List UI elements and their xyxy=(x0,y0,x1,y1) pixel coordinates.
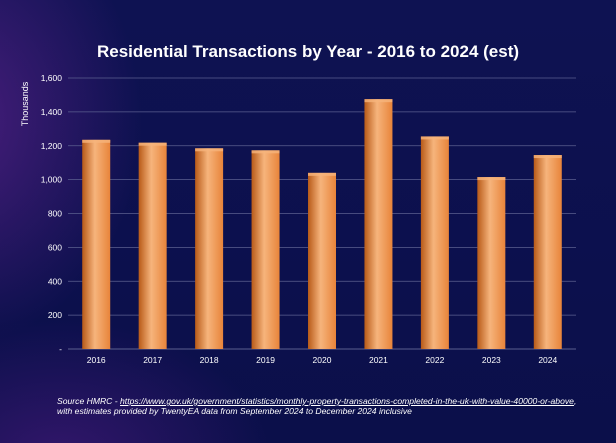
bar-cap xyxy=(138,142,167,146)
y-tick-label: 800 xyxy=(48,209,62,219)
y-tick-label: 600 xyxy=(48,242,62,252)
source-note: Source HMRC - https://www.gov.uk/governm… xyxy=(57,396,577,416)
x-tick-label: 2016 xyxy=(87,355,106,365)
bar-2020 xyxy=(308,172,336,349)
y-tick-label: 1,000 xyxy=(41,175,63,185)
bar-2023 xyxy=(477,177,506,349)
bar-2022 xyxy=(420,136,449,349)
y-axis-label: Thousands xyxy=(20,81,30,126)
bar-cap xyxy=(82,139,111,143)
bar-2017 xyxy=(138,142,167,349)
y-tick-label: 1,400 xyxy=(41,107,63,117)
source-suffix: , with estimates provided by TwentyEA da… xyxy=(57,396,577,416)
x-tick-label: 2017 xyxy=(143,355,162,365)
y-tick-label: 400 xyxy=(48,276,62,286)
bar-cap xyxy=(308,172,336,176)
bar-cap xyxy=(533,155,562,159)
y-tick-label: 1,200 xyxy=(41,141,63,151)
source-prefix: Source HMRC - xyxy=(57,396,121,406)
bar-cap xyxy=(364,99,393,103)
source-link[interactable]: https://www.gov.uk/government/statistics… xyxy=(120,396,574,406)
y-tick-label: 200 xyxy=(48,310,62,320)
x-tick-label: 2018 xyxy=(200,355,219,365)
bar-2016 xyxy=(82,139,111,349)
bar-2019 xyxy=(251,150,280,349)
x-tick-label: 2019 xyxy=(256,355,275,365)
bar-cap xyxy=(477,177,506,181)
y-tick-label: 1,600 xyxy=(41,73,63,83)
x-tick-label: 2020 xyxy=(313,355,332,365)
x-axis-tick-labels: 2016 2017 2018 2019 2020 2021 2022 2023 2024 xyxy=(87,355,558,365)
x-tick-label: 2022 xyxy=(425,355,444,365)
bar-cap xyxy=(251,150,280,154)
x-tick-label: 2024 xyxy=(538,355,557,365)
bars xyxy=(82,99,562,349)
bar-2024 xyxy=(533,155,562,349)
bar-cap xyxy=(420,136,449,140)
bar-cap xyxy=(195,148,224,152)
chart-title: Residential Transactions by Year - 2016 … xyxy=(96,42,520,61)
bar-2018 xyxy=(195,148,224,349)
x-tick-label: 2023 xyxy=(482,355,501,365)
bar-2021 xyxy=(364,99,393,349)
y-tick-label: - xyxy=(59,344,62,354)
x-tick-label: 2021 xyxy=(369,355,388,365)
y-axis-tick-labels: - 200 400 600 800 1,000 1,200 1,400 1,600 xyxy=(41,73,63,354)
